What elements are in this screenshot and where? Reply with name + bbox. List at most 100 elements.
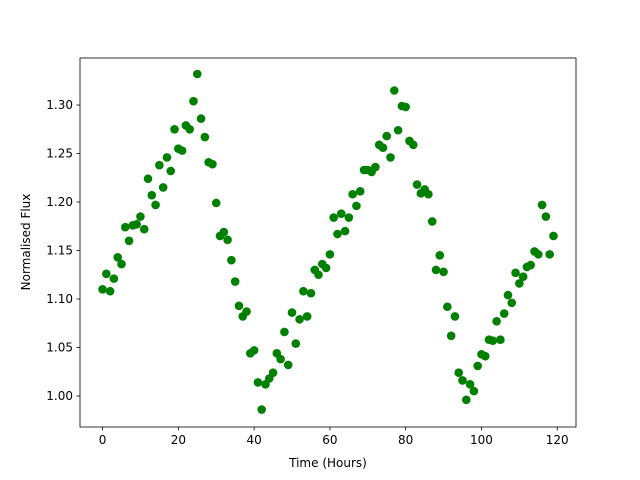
data-point — [287, 308, 297, 317]
data-point — [227, 255, 236, 265]
data-point — [155, 160, 164, 170]
data-point — [431, 265, 441, 275]
y-tick-label: 1.25 — [46, 147, 73, 161]
data-point — [541, 212, 551, 221]
x-tick-label: 100 — [470, 433, 493, 447]
data-point — [242, 307, 251, 316]
data-point — [465, 380, 475, 389]
data-point — [352, 201, 361, 211]
data-point — [462, 395, 471, 405]
data-point — [302, 312, 312, 321]
data-point — [291, 339, 301, 348]
data-point — [348, 189, 357, 199]
data-point — [314, 270, 323, 280]
data-point — [325, 250, 335, 259]
data-point — [446, 331, 456, 341]
data-point — [151, 200, 160, 210]
data-point — [189, 96, 198, 106]
data-point — [234, 301, 244, 311]
data-point — [503, 290, 513, 300]
data-point — [545, 250, 554, 259]
data-point — [454, 368, 464, 377]
data-point — [518, 272, 528, 281]
data-point — [533, 250, 543, 259]
x-tick-label: 60 — [322, 433, 337, 447]
data-point — [340, 226, 350, 236]
data-point — [295, 315, 304, 324]
data-point — [424, 189, 433, 199]
data-point — [336, 209, 346, 218]
y-tick-label: 1.15 — [46, 244, 73, 258]
data-point — [230, 277, 240, 286]
data-point — [192, 69, 202, 79]
data-point — [166, 166, 176, 176]
data-point — [120, 222, 130, 232]
data-point — [382, 131, 392, 141]
data-point — [378, 143, 388, 153]
data-point — [280, 327, 289, 337]
data-point — [401, 102, 410, 112]
data-point — [492, 316, 501, 326]
data-point — [223, 235, 232, 245]
x-tick-label: 0 — [99, 433, 107, 447]
x-tick-label: 40 — [246, 433, 261, 447]
data-point — [439, 267, 448, 277]
data-point — [344, 213, 354, 222]
data-point — [435, 251, 445, 260]
data-point — [499, 309, 509, 318]
data-point — [185, 124, 194, 134]
data-point — [211, 198, 221, 208]
data-point — [488, 336, 498, 345]
y-axis-label: Normalised Flux — [19, 194, 33, 291]
x-tick-label: 120 — [546, 433, 569, 447]
data-point — [249, 346, 259, 355]
y-tick-label: 1.20 — [46, 195, 73, 209]
data-point — [511, 268, 520, 278]
data-point — [177, 146, 187, 155]
data-point — [109, 274, 119, 283]
data-point — [329, 213, 338, 222]
y-tick-label: 1.05 — [46, 340, 73, 354]
data-point — [393, 125, 403, 135]
data-point — [450, 312, 460, 321]
y-tick-label: 1.00 — [46, 389, 73, 403]
x-tick-label: 20 — [171, 433, 186, 447]
data-point — [113, 252, 123, 262]
data-point — [515, 279, 524, 288]
data-point — [427, 217, 437, 226]
y-tick-label: 1.30 — [46, 98, 73, 112]
data-point — [386, 153, 395, 162]
data-point — [102, 269, 111, 279]
data-point — [105, 286, 115, 296]
data-point — [196, 114, 206, 123]
data-point — [257, 405, 266, 414]
data-point — [143, 174, 153, 184]
x-tick-label: 80 — [398, 433, 413, 447]
plot-frame — [79, 57, 577, 428]
data-point — [390, 86, 399, 95]
data-point — [306, 288, 316, 298]
data-point — [321, 263, 331, 273]
data-point — [355, 187, 365, 196]
data-point — [526, 260, 536, 270]
data-point — [549, 231, 558, 241]
data-point — [147, 190, 157, 200]
data-point — [98, 284, 107, 294]
data-point — [219, 227, 229, 237]
data-point — [208, 159, 217, 169]
data-point — [139, 224, 149, 234]
data-point — [136, 212, 145, 221]
data-point — [496, 335, 505, 345]
data-point — [408, 140, 418, 150]
data-point — [412, 180, 422, 189]
data-point — [132, 220, 141, 229]
data-point — [299, 286, 308, 296]
data-point — [443, 302, 452, 312]
data-point — [268, 368, 278, 377]
data-point — [170, 124, 179, 134]
data-point — [333, 229, 342, 239]
data-point — [469, 386, 479, 396]
data-point — [124, 236, 134, 246]
